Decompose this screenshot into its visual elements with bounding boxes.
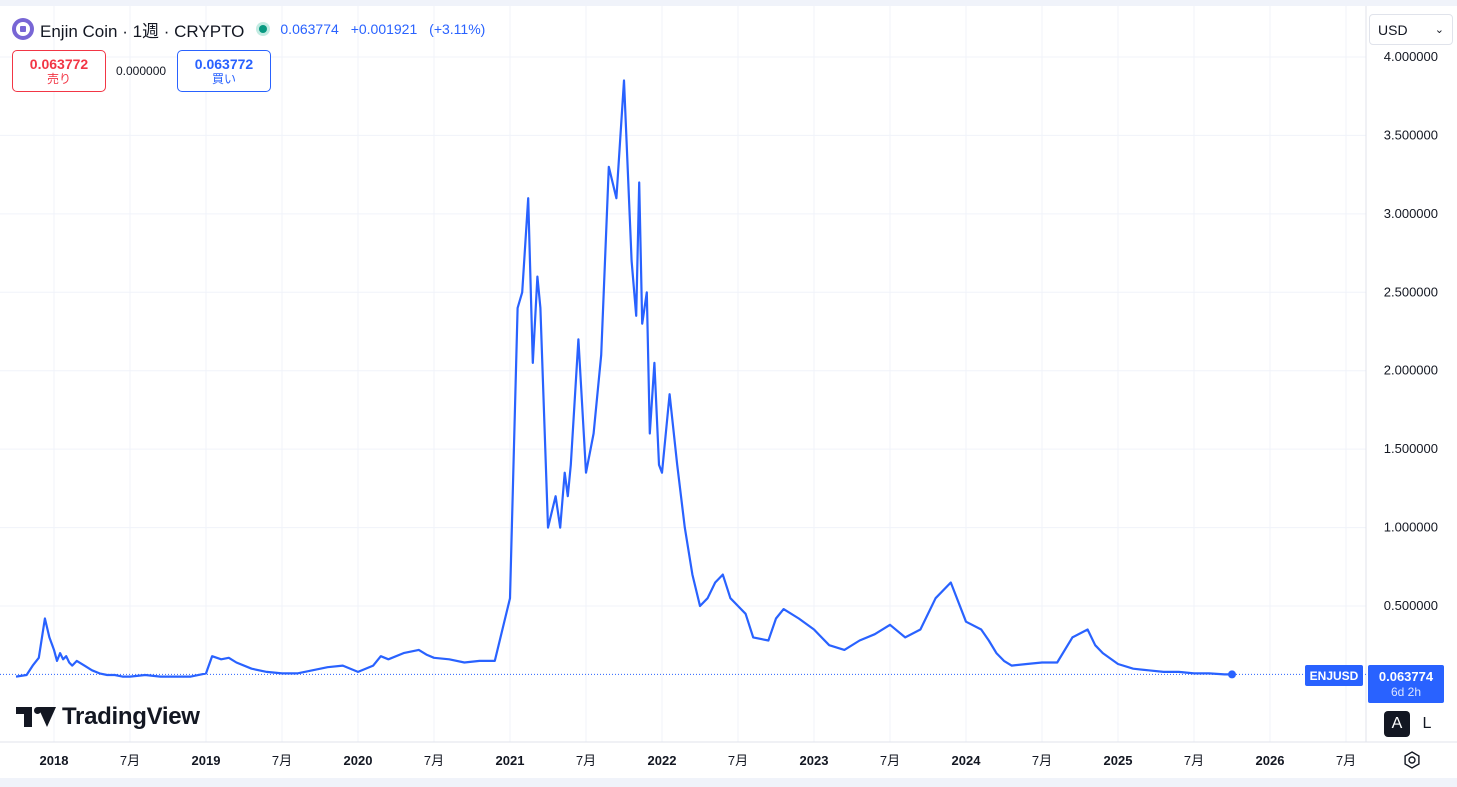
time-axis: 2018 7月 2019 7月 2020 7月 2021 7月 2022 7月 2023 7月 2024…: [40, 753, 1357, 768]
x-tick-label: 7月: [576, 753, 596, 768]
x-tick-label: 2019: [192, 753, 221, 768]
x-tick-label: 2018: [40, 753, 69, 768]
x-tick-label: 7月: [424, 753, 444, 768]
price-change-pct: (+3.11%): [429, 21, 486, 37]
enjin-coin-icon: [12, 18, 34, 40]
buy-button[interactable]: 0.063772 買い: [177, 50, 271, 92]
chevron-down-icon: ⌄: [1434, 24, 1444, 36]
x-tick-label: 7月: [728, 753, 748, 768]
tradingview-logo[interactable]: TradingView: [16, 703, 200, 731]
y-tick-label: 1.500000: [1384, 441, 1438, 456]
x-tick-label: 7月: [1184, 753, 1204, 768]
buy-price: 0.063772: [194, 55, 254, 72]
tradingview-logo-text: TradingView: [62, 703, 200, 730]
y-tick-label: 4.000000: [1384, 49, 1438, 64]
bar-countdown: 6d 2h: [1390, 684, 1422, 699]
tradingview-logo-icon: [16, 707, 56, 727]
x-tick-label: 7月: [120, 753, 140, 768]
y-tick-label: 3.000000: [1384, 206, 1438, 221]
x-tick-label: 7月: [880, 753, 900, 768]
x-tick-label: 7月: [1336, 753, 1356, 768]
y-tick-label: 1.000000: [1384, 520, 1438, 535]
spread-value: 0.000000: [116, 64, 167, 78]
symbol-legend: Enjin Coin · 1週 · CRYPTO 0.063774 +0.001…: [12, 16, 493, 42]
settings-button[interactable]: [1400, 748, 1424, 772]
x-tick-label: 2025: [1104, 753, 1133, 768]
price-readout: 0.063774 +0.001921 (+3.11%): [280, 21, 493, 37]
price-axis: 0.500000 1.000000 1.500000 2.000000 2.500000…: [1384, 49, 1438, 613]
y-tick-label: 2.500000: [1384, 284, 1438, 299]
x-tick-label: 2020: [344, 753, 373, 768]
price-line: [15, 79, 1232, 678]
x-tick-label: 2024: [952, 753, 982, 768]
market-status-icon[interactable]: [256, 22, 271, 36]
x-tick-label: 2022: [648, 753, 677, 768]
x-tick-label: 2023: [800, 753, 829, 768]
bottom-strip: [0, 778, 1457, 787]
log-scale-button[interactable]: L: [1414, 711, 1440, 737]
y-tick-label: 3.500000: [1384, 127, 1438, 142]
auto-scale-button[interactable]: A: [1384, 711, 1410, 737]
symbol-tag: ENJUSD: [1305, 665, 1363, 686]
grid-lines: [0, 6, 1366, 742]
settings-icon: [1404, 751, 1420, 769]
symbol-title[interactable]: Enjin Coin · 1週 · CRYPTO: [40, 21, 245, 41]
sell-label: 売り: [46, 71, 71, 86]
y-tick-label: 0.500000: [1384, 598, 1438, 613]
last-price-tag: 0.063774 6d 2h: [1368, 665, 1444, 703]
x-tick-label: 2021: [496, 753, 525, 768]
currency-value: USD: [1378, 21, 1408, 38]
top-strip: [0, 0, 1457, 6]
x-tick-label: 2026: [1256, 753, 1285, 768]
y-tick-label: 2.000000: [1384, 363, 1438, 378]
x-tick-label: 7月: [1032, 753, 1052, 768]
buy-label: 買い: [211, 71, 236, 86]
price-change: +0.001921: [350, 21, 418, 37]
currency-select[interactable]: USD ⌄: [1369, 14, 1453, 45]
last-price-dot: [1228, 670, 1236, 679]
sell-button[interactable]: 0.063772 売り: [12, 50, 106, 92]
last-price: 0.063774: [280, 21, 339, 37]
last-price-tag-value: 0.063774: [1378, 668, 1434, 684]
x-tick-label: 7月: [272, 753, 292, 768]
sell-price: 0.063772: [29, 55, 89, 72]
